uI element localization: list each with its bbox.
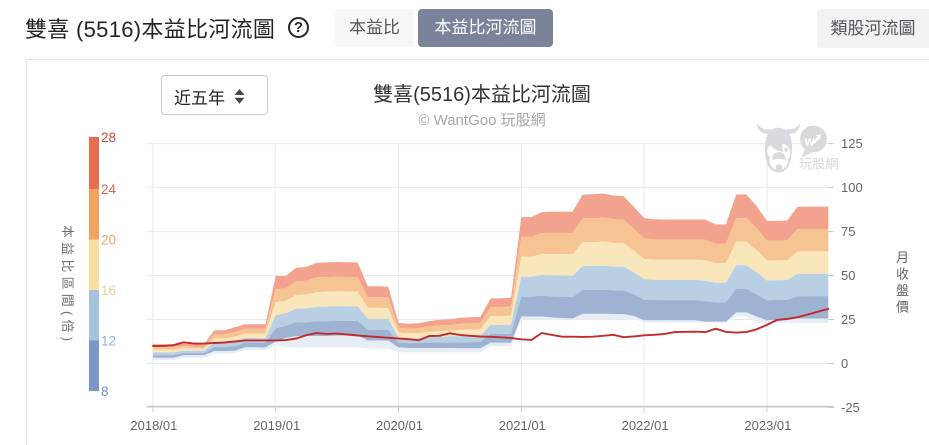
svg-text:月: 月 [896,250,909,265]
svg-text:-25: -25 [841,400,860,415]
svg-text:2021/01: 2021/01 [499,418,546,433]
svg-text:28: 28 [101,130,116,145]
svg-text:24: 24 [101,182,117,197]
svg-text:玩股網: 玩股網 [799,157,839,172]
svg-text:125: 125 [841,136,863,151]
svg-text:100: 100 [841,180,863,195]
svg-text:w: w [804,134,816,149]
svg-text:20: 20 [101,233,116,248]
svg-text:2020/01: 2020/01 [376,418,423,433]
svg-text:0: 0 [841,356,848,371]
svg-text:2022/01: 2022/01 [622,418,669,433]
svg-text:2023/01: 2023/01 [744,418,791,433]
svg-text:75: 75 [841,224,855,239]
svg-text:價: 價 [896,300,909,315]
svg-text:25: 25 [841,312,855,327]
svg-text:2018/01: 2018/01 [130,418,177,433]
svg-text:收: 收 [896,267,909,282]
svg-text:16: 16 [101,283,116,298]
svg-text:2019/01: 2019/01 [253,418,300,433]
svg-text:本益比區間(倍): 本益比區間(倍) [60,225,75,345]
svg-text:12: 12 [101,334,116,349]
svg-text:盤: 盤 [896,283,909,298]
svg-text:50: 50 [841,268,855,283]
svg-text:8: 8 [101,384,109,399]
